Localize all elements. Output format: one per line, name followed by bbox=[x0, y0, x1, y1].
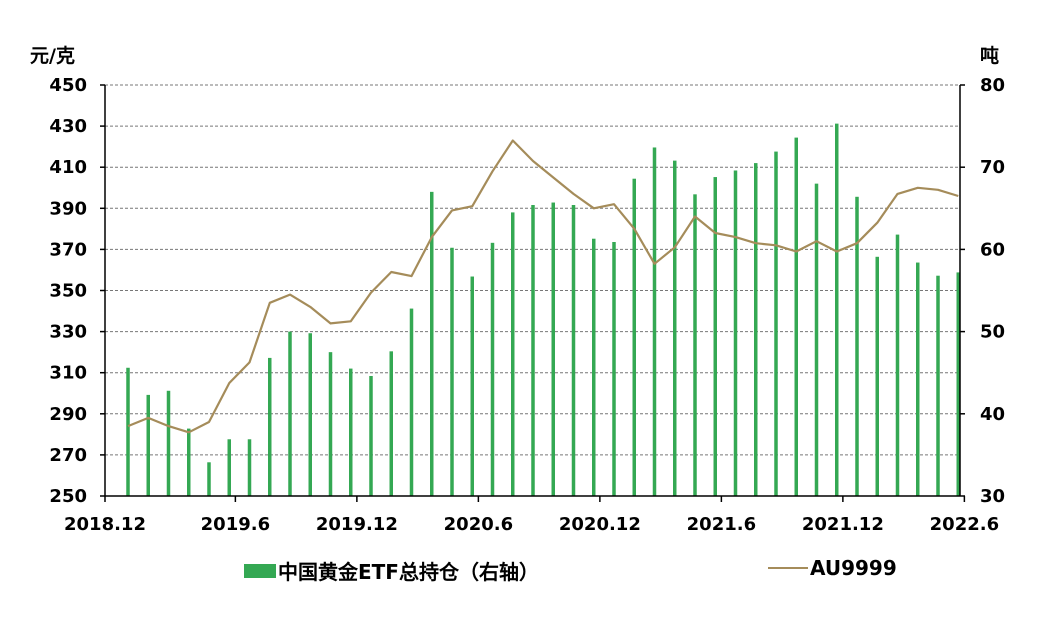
etf-bar bbox=[126, 367, 130, 496]
etf-bar bbox=[592, 238, 596, 497]
etf-bar bbox=[814, 183, 819, 496]
etf-bar bbox=[693, 194, 697, 497]
right-tick-label: 50 bbox=[980, 322, 1005, 343]
x-tick-label: 2018.12 bbox=[64, 514, 146, 535]
etf-bar bbox=[308, 333, 312, 496]
axes bbox=[100, 84, 966, 502]
legend-label-au9999: AU9999 bbox=[810, 556, 897, 580]
right-tick-label: 40 bbox=[980, 404, 1005, 425]
etf-bar bbox=[835, 123, 839, 496]
etf-bar bbox=[571, 205, 576, 496]
x-tick-label: 2020.6 bbox=[444, 514, 513, 535]
etf-bar bbox=[632, 178, 636, 496]
etf-bar bbox=[470, 276, 474, 496]
etf-bar bbox=[956, 272, 960, 496]
right-tick-label: 80 bbox=[980, 75, 1005, 96]
au9999-line bbox=[127, 139, 959, 434]
etf-bar bbox=[511, 212, 515, 496]
left-tick-label: 250 bbox=[49, 486, 87, 507]
left-tick-label: 370 bbox=[49, 239, 87, 260]
etf-bar bbox=[936, 275, 940, 496]
legend-item-etf: 中国黄金ETF总持仓（右轴） bbox=[244, 556, 539, 585]
x-tick-label: 2021.12 bbox=[802, 514, 884, 535]
right-tick-label: 30 bbox=[980, 486, 1005, 507]
etf-bar bbox=[349, 368, 353, 496]
etf-bar bbox=[895, 234, 900, 496]
etf-bar bbox=[713, 177, 717, 496]
etf-bar bbox=[166, 390, 171, 496]
left-tick-label: 410 bbox=[49, 157, 87, 178]
etf-bar bbox=[875, 256, 879, 496]
etf-bar bbox=[409, 308, 414, 496]
etf-bar bbox=[207, 462, 211, 496]
etf-bar bbox=[450, 247, 454, 496]
etf-bar bbox=[774, 151, 778, 496]
x-tick-label: 2021.6 bbox=[687, 514, 756, 535]
etf-bar bbox=[268, 357, 272, 496]
right-axis-unit: 吨 bbox=[980, 44, 999, 67]
left-tick-label: 430 bbox=[49, 116, 87, 137]
etf-bar bbox=[146, 394, 150, 496]
etf-bar bbox=[430, 191, 434, 497]
etf-bar bbox=[652, 147, 657, 497]
legend-item-au9999: AU9999 bbox=[768, 556, 897, 580]
etf-bar bbox=[794, 137, 798, 496]
left-axis-tick-labels: 450 430 410 390 370 350 330 310 290 270 250 bbox=[49, 75, 87, 507]
etf-bar bbox=[673, 160, 677, 496]
left-tick-label: 390 bbox=[49, 198, 87, 219]
etf-bar bbox=[733, 170, 738, 496]
left-tick-label: 330 bbox=[49, 322, 87, 343]
etf-bar bbox=[531, 205, 535, 496]
left-tick-label: 290 bbox=[49, 404, 87, 425]
legend-bar-swatch bbox=[244, 563, 276, 578]
etf-bar bbox=[612, 242, 616, 496]
legend-label-etf: 中国黄金ETF总持仓（右轴） bbox=[278, 560, 539, 584]
left-tick-label: 310 bbox=[49, 363, 87, 384]
etf-bar bbox=[490, 242, 495, 496]
etf-bar bbox=[855, 196, 859, 497]
etf-bar bbox=[328, 352, 333, 496]
legend-line-swatch bbox=[768, 567, 808, 569]
etf-bar bbox=[187, 428, 191, 496]
etf-bar bbox=[369, 375, 373, 496]
left-tick-label: 450 bbox=[49, 75, 87, 96]
x-tick-label: 2019.12 bbox=[316, 514, 398, 535]
etf-bar bbox=[288, 331, 292, 496]
au9999-line-series bbox=[127, 139, 959, 434]
left-axis-unit: 元/克 bbox=[30, 44, 75, 67]
left-tick-label: 270 bbox=[49, 445, 87, 466]
x-tick-label: 2019.6 bbox=[201, 514, 270, 535]
etf-bar bbox=[389, 351, 393, 496]
etf-holdings-bars bbox=[126, 123, 960, 497]
etf-bar bbox=[551, 202, 555, 496]
etf-bar bbox=[754, 163, 758, 496]
etf-bar bbox=[916, 262, 920, 496]
right-axis-tick-labels: 80 70 60 50 40 30 bbox=[980, 75, 1005, 507]
x-tick-label: 2020.12 bbox=[559, 514, 641, 535]
x-axis-tick-labels: 2018.12 2019.6 2019.12 2020.6 2020.12 2021.6 2… bbox=[64, 514, 999, 535]
left-tick-label: 350 bbox=[49, 281, 87, 302]
right-tick-label: 70 bbox=[980, 157, 1005, 178]
x-tick-label: 2022.6 bbox=[930, 514, 999, 535]
right-tick-label: 60 bbox=[980, 239, 1005, 260]
etf-bar bbox=[247, 439, 252, 496]
etf-bar bbox=[227, 439, 231, 496]
